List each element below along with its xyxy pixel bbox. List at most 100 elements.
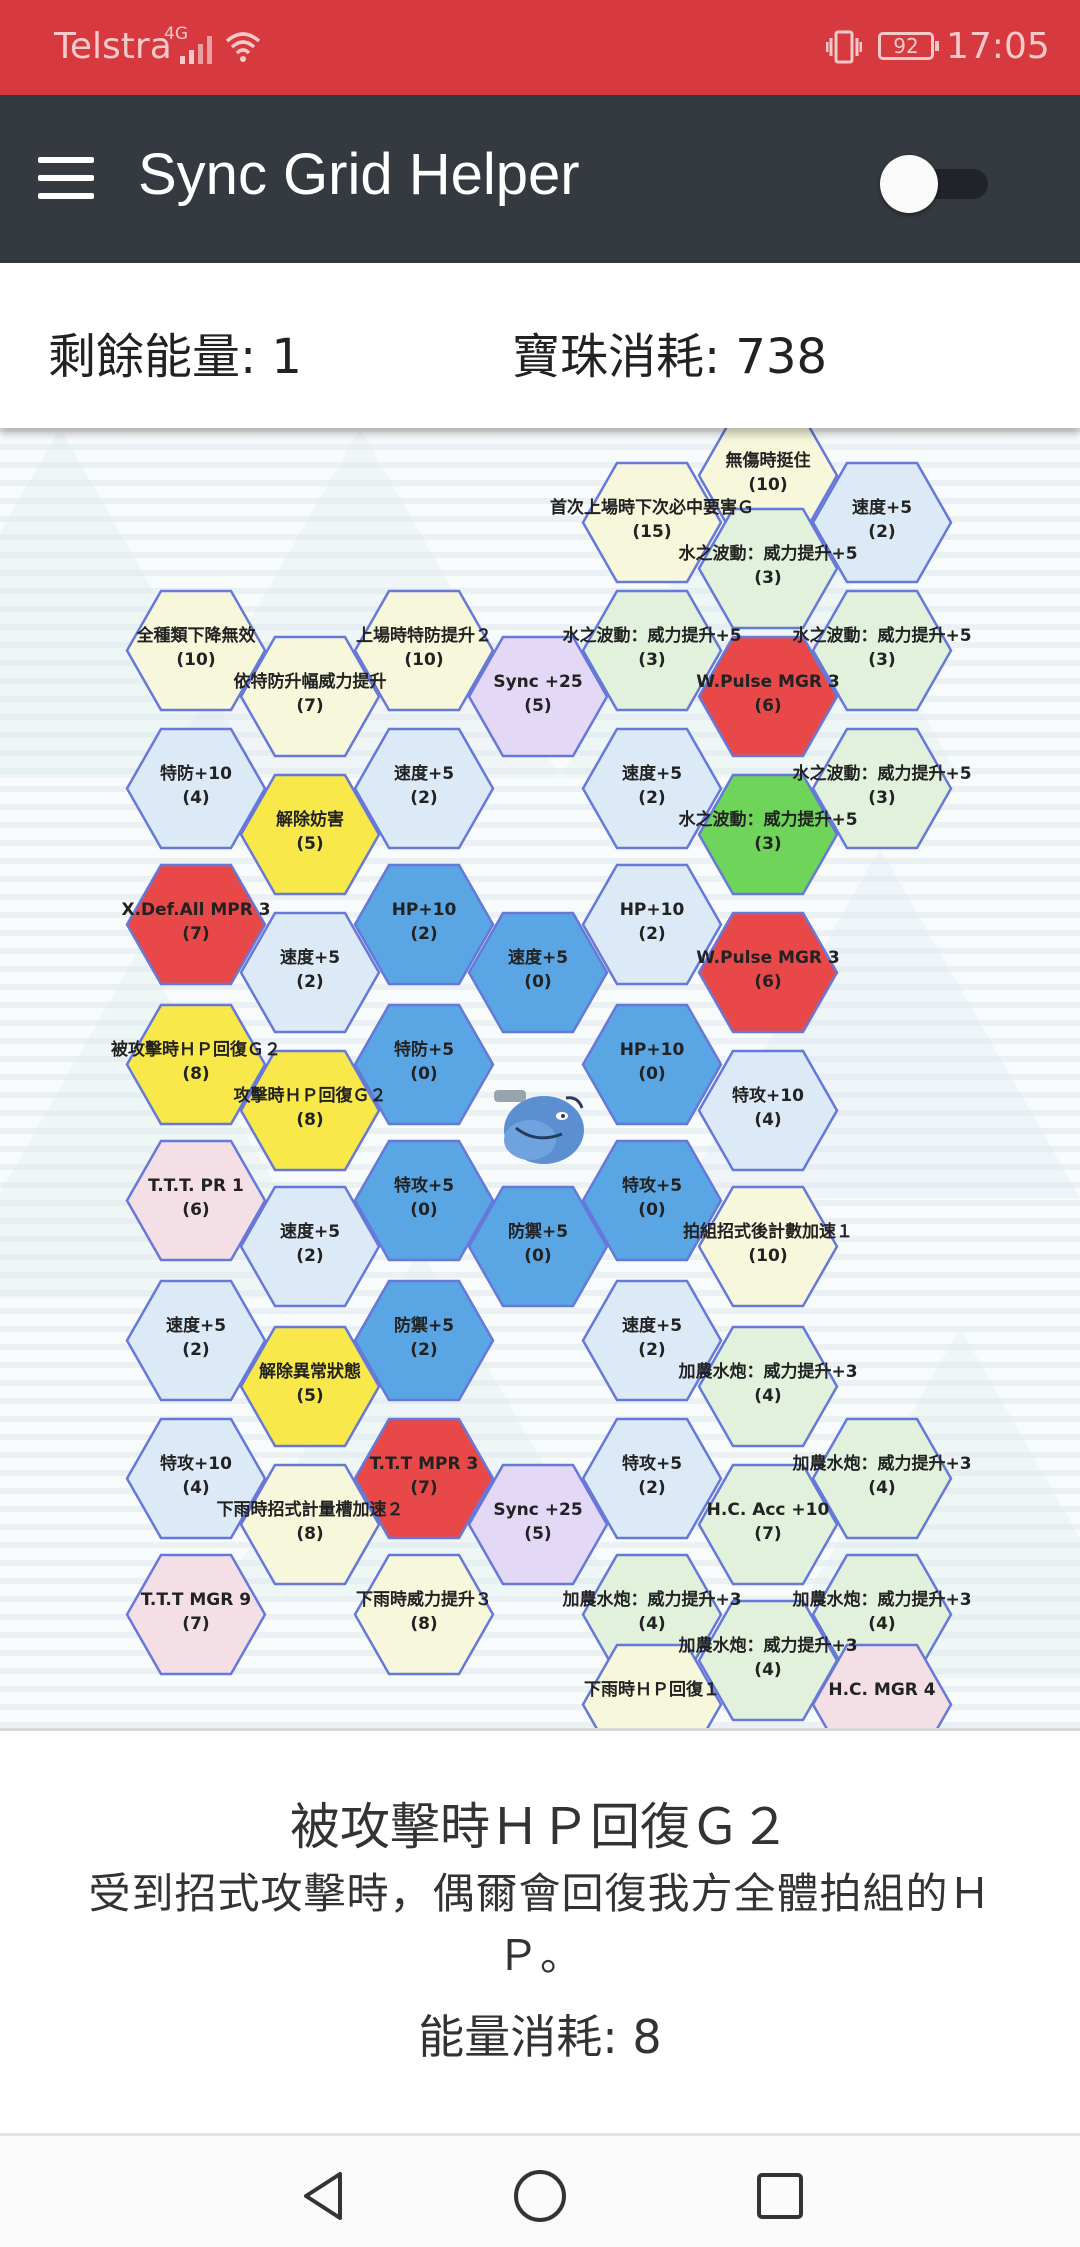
grid-tile[interactable]: 速度+5 (2) [239, 1185, 381, 1308]
grid-tile[interactable]: 速度+5 (2) [581, 1279, 723, 1402]
grid-tile[interactable]: 全種類下降無效 (10) [125, 589, 267, 712]
grid-tile[interactable]: 防禦+5 (2) [353, 1279, 495, 1402]
grid-tile[interactable]: H.C. MGR 4 [811, 1643, 953, 1728]
hex-shape [353, 589, 495, 712]
grid-tile[interactable]: 速度+5 (2) [811, 461, 953, 584]
grid-tile[interactable]: 下雨時ＨＰ回復１ [581, 1643, 723, 1728]
grid-tile[interactable]: 攻擊時ＨＰ回復Ｇ２ (8) [234, 1049, 387, 1172]
tile-cost: (7) [182, 1614, 210, 1634]
grid-tile[interactable]: 水之波動：威力提升+5 (3) [678, 773, 858, 896]
grid-tile[interactable]: 加農水炮：威力提升+3 (4) [792, 1417, 972, 1540]
grid-tile[interactable]: 被攻擊時ＨＰ回復Ｇ２ (8) [111, 1003, 281, 1126]
grid-tile[interactable]: W.Pulse MGR 3 (6) [696, 911, 840, 1034]
grid-tile[interactable]: T.T.T MPR 3 (7) [353, 1417, 495, 1540]
hex-shape [581, 863, 723, 986]
tile-name: 防禦+5 [393, 1316, 455, 1336]
tile-label: T.T.T. PR 1 (6) [148, 1174, 244, 1222]
home-icon[interactable] [510, 2166, 570, 2226]
back-icon[interactable] [296, 2166, 356, 2226]
tile-label: 上場時特防提升２ (10) [356, 624, 492, 672]
tile-name: 攻擊時ＨＰ回復Ｇ２ [233, 1086, 387, 1106]
tile-cost: (2) [638, 1340, 666, 1360]
tile-name: 速度+5 [279, 948, 341, 968]
vibrate-icon [826, 30, 862, 64]
grid-tile[interactable]: 上場時特防提升２ (10) [353, 589, 495, 712]
grid-tile[interactable]: T.T.T. PR 1 (6) [125, 1139, 267, 1262]
tile-cost: (2) [638, 788, 666, 808]
tile-label: 下雨時威力提升３ (8) [356, 1588, 492, 1636]
grid-tile[interactable]: 特攻+5 (2) [581, 1417, 723, 1540]
grid-tile[interactable]: 特攻+5 (0) [353, 1139, 495, 1262]
grid-tile[interactable]: 特攻+10 (4) [697, 1049, 839, 1172]
tile-label: 下雨時ＨＰ回復１ [584, 1678, 720, 1702]
recents-icon[interactable] [750, 2166, 810, 2226]
tile-name: 速度+5 [621, 1316, 683, 1336]
tile-name: 加農水炮：威力提升+3 [792, 1590, 972, 1610]
grid-tile[interactable]: 解除妨害 (5) [239, 773, 381, 896]
tile-label: T.T.T MGR 9 (7) [141, 1588, 251, 1636]
hex-shape [239, 773, 381, 896]
grid-tile[interactable]: 水之波動：威力提升+5 (3) [562, 589, 742, 712]
info-panel: 剩餘能量: 1 寶珠消耗: 738 [0, 263, 1080, 428]
grid-tile[interactable]: 依特防升幅威力提升 (7) [234, 635, 387, 758]
grid-tile[interactable]: X.Def.All MPR 3 (7) [121, 863, 271, 986]
grid-tile[interactable]: 拍組招式後計數加速１ (10) [683, 1185, 853, 1308]
grid-tile[interactable]: 速度+5 (2) [125, 1279, 267, 1402]
mode-toggle[interactable] [880, 155, 994, 213]
grid-tile[interactable]: 下雨時威力提升３ (8) [353, 1553, 495, 1676]
hex-shape [581, 589, 723, 712]
tile-cost: (8) [182, 1064, 210, 1084]
grid-tile[interactable]: H.C. Acc +10 (7) [697, 1463, 839, 1586]
grid-tile[interactable]: 特攻+10 (4) [125, 1417, 267, 1540]
grid-tile[interactable]: W.Pulse MGR 3 (6) [696, 635, 840, 758]
tile-name: 上場時特防提升２ [356, 626, 492, 646]
grid-tile[interactable]: 水之波動：威力提升+5 (3) [792, 589, 972, 712]
grid-tile[interactable]: HP+10 (0) [581, 1003, 723, 1126]
grid-tile[interactable]: HP+10 (2) [581, 863, 723, 986]
grid-tile[interactable]: T.T.T MGR 9 (7) [125, 1553, 267, 1676]
grid-tile[interactable]: 下雨時招式計量槽加速２ (8) [217, 1463, 404, 1586]
tile-name: 速度+5 [279, 1222, 341, 1242]
grid-tile[interactable]: 速度+5 (0) [467, 911, 609, 1034]
tile-label: 解除異常狀態 (5) [259, 1360, 361, 1408]
grid-tile[interactable]: 加農水炮：威力提升+3 (4) [678, 1599, 858, 1722]
hex-shape [353, 1553, 495, 1676]
grid-tile[interactable]: Sync +25 (5) [467, 1463, 609, 1586]
sync-grid[interactable]: 無傷時挺住 (10) 首次上場時下次必中要害Ｇ (15) 速度+5 (2) 水之波動：威力提… [0, 428, 1080, 1728]
tile-cost: (10) [748, 1246, 788, 1266]
grid-tile[interactable]: 水之波動：威力提升+5 (3) [678, 507, 858, 630]
tile-label: 特攻+10 (4) [732, 1084, 804, 1132]
tile-cost: (7) [410, 1478, 438, 1498]
grid-tile[interactable]: 速度+5 (2) [581, 727, 723, 850]
hex-shape [581, 1003, 723, 1126]
tile-cost: (5) [296, 834, 324, 854]
hex-shape [811, 461, 953, 584]
grid-tile[interactable]: 加農水炮：威力提升+3 (4) [678, 1325, 858, 1448]
grid-tile[interactable]: 特防+10 (4) [125, 727, 267, 850]
wifi-icon [225, 32, 261, 62]
signal-icon [180, 36, 212, 64]
tile-name: 速度+5 [851, 498, 913, 518]
menu-icon[interactable] [38, 157, 94, 199]
tile-label: 攻擊時ＨＰ回復Ｇ２ (8) [234, 1084, 387, 1132]
grid-tile[interactable]: 解除異常狀態 (5) [239, 1325, 381, 1448]
grid-tile[interactable]: HP+10 (2) [353, 863, 495, 986]
tile-cost: (4) [754, 1386, 782, 1406]
grid-tile[interactable]: 防禦+5 (0) [467, 1185, 609, 1308]
tile-name: 下雨時威力提升３ [356, 1590, 492, 1610]
grid-tile[interactable]: Sync +25 (5) [467, 635, 609, 758]
grid-tile[interactable]: 速度+5 (2) [239, 911, 381, 1034]
tile-cost: (2) [182, 1340, 210, 1360]
grid-tile[interactable]: 速度+5 (2) [353, 727, 495, 850]
grid-tile[interactable]: 首次上場時下次必中要害Ｇ (15) [550, 461, 754, 584]
tile-cost: (7) [296, 696, 324, 716]
pokemon-avatar[interactable] [486, 1068, 596, 1178]
grid-tile[interactable]: 特防+5 (0) [353, 1003, 495, 1126]
hex-shape [581, 1139, 723, 1262]
tile-cost: (0) [524, 972, 552, 992]
grid-tile[interactable]: 特攻+5 (0) [581, 1139, 723, 1262]
tile-name: 拍組招式後計數加速１ [683, 1222, 853, 1242]
tile-label: 特防+5 (0) [394, 1038, 454, 1086]
grid-tile[interactable]: 水之波動：威力提升+5 (3) [792, 727, 972, 850]
hex-shape [353, 1003, 495, 1126]
